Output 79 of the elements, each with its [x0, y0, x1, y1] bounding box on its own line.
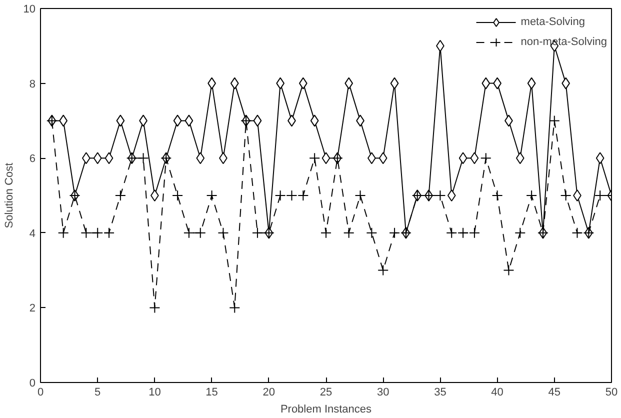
point — [206, 190, 218, 201]
point — [446, 227, 458, 238]
point — [92, 227, 104, 238]
point — [138, 152, 149, 164]
point — [560, 190, 572, 201]
point — [468, 227, 480, 238]
point — [514, 227, 526, 238]
point — [194, 227, 206, 238]
point — [343, 227, 354, 238]
point — [503, 264, 514, 276]
point — [390, 77, 399, 90]
point — [482, 77, 490, 90]
point — [366, 227, 378, 238]
x-tick-label: 50 — [605, 386, 618, 398]
point — [80, 227, 92, 238]
point — [378, 152, 388, 164]
point — [173, 114, 182, 127]
x-tick-label: 5 — [94, 386, 101, 398]
x-axis-title: Problem Instances — [280, 404, 372, 416]
y-axis-title: Solution Cost — [3, 162, 16, 228]
x-tick-label: 30 — [376, 386, 390, 398]
point — [596, 152, 604, 164]
y-tick-label: 6 — [29, 153, 36, 166]
point — [492, 190, 503, 201]
point — [114, 190, 126, 201]
point — [526, 190, 538, 201]
y-tick-label: 2 — [29, 302, 36, 315]
point — [322, 152, 330, 164]
x-tick-label: 10 — [148, 386, 161, 398]
x-tick-label: 40 — [491, 386, 504, 398]
x-tick-label: 15 — [206, 386, 218, 398]
x-tick-label: 20 — [262, 386, 276, 398]
y-tick-label: 0 — [29, 378, 36, 390]
point — [149, 302, 160, 314]
point — [458, 152, 468, 164]
point — [230, 77, 239, 90]
point — [572, 227, 583, 238]
legend-label: meta-Solving — [520, 16, 585, 28]
point — [309, 152, 320, 164]
point — [196, 152, 205, 164]
point — [447, 190, 456, 202]
point — [480, 152, 492, 164]
point — [527, 77, 536, 90]
point — [229, 302, 240, 314]
point — [310, 114, 319, 127]
point — [58, 227, 69, 238]
point — [298, 77, 308, 90]
point — [573, 190, 582, 202]
x-tick-label: 25 — [320, 386, 332, 398]
point — [344, 77, 354, 90]
point — [548, 115, 560, 126]
x-tick-label: 35 — [434, 386, 446, 398]
point — [93, 152, 102, 164]
point — [218, 227, 229, 238]
point — [298, 190, 309, 201]
point — [516, 152, 524, 164]
point — [286, 190, 298, 201]
point — [470, 152, 479, 164]
point — [172, 190, 184, 201]
point — [59, 114, 68, 127]
point — [389, 227, 400, 238]
y-tick-label: 4 — [29, 228, 36, 240]
y-tick-label: 8 — [29, 78, 36, 90]
point — [184, 114, 194, 127]
x-tick-label: 45 — [548, 386, 561, 398]
point — [354, 190, 366, 201]
y-tick-label: 10 — [23, 4, 36, 16]
x-tick-label: 0 — [37, 386, 44, 398]
point — [458, 227, 469, 238]
point — [378, 264, 389, 276]
point — [116, 114, 125, 127]
point — [183, 227, 194, 238]
point — [150, 190, 159, 202]
point — [252, 227, 263, 238]
point — [253, 114, 262, 127]
point — [104, 227, 115, 238]
point — [104, 152, 114, 164]
point — [274, 190, 286, 201]
point — [320, 227, 332, 238]
